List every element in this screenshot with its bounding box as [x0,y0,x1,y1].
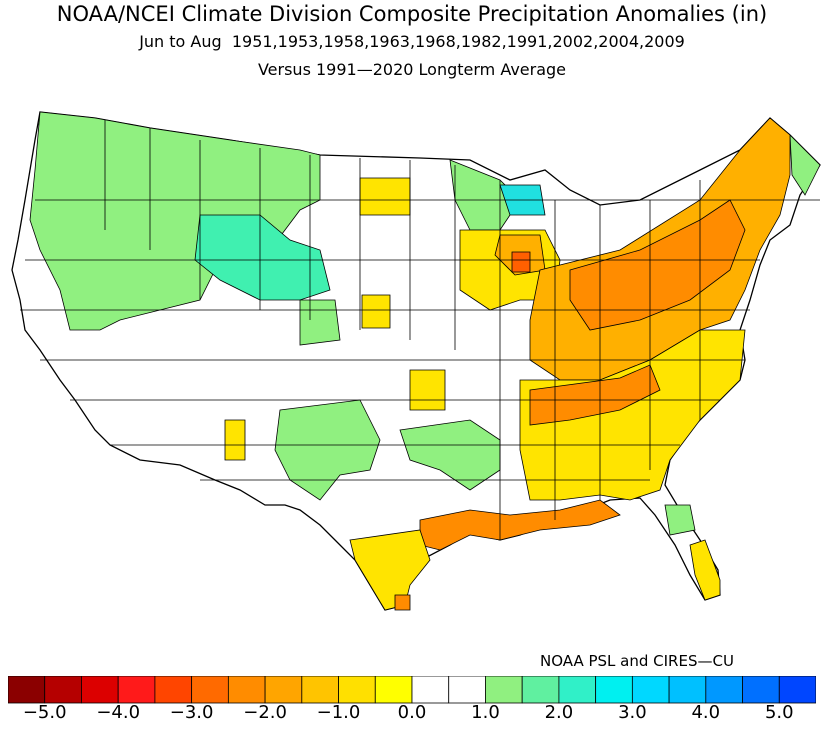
legend-tick-label: −1.0 [316,702,361,723]
color-legend-bar [8,676,816,704]
division-region-pnw-wet [29,111,321,331]
division-region-south-texas-tip [394,594,411,611]
legend-tick-label: −4.0 [96,702,141,723]
legend-tick-label: −3.0 [169,702,214,723]
division-region-south-texas-dry [349,529,431,611]
legend-swatch [778,676,816,704]
legend-swatch [631,676,670,704]
us-climate-division-map [11,111,821,611]
legend-swatch [154,676,193,704]
legend-swatch [117,676,156,704]
legend-tick-label: −2.0 [243,702,287,723]
legend-swatch [338,676,376,704]
credit-label: NOAA PSL and CIRES—CU [540,652,734,670]
legend-tick-label: 3.0 [618,702,647,723]
division-region-appalachian-dry [569,199,746,331]
division-region-gulf-coast-dry [419,499,621,551]
legend-swatch [668,676,707,704]
division-region-colorado-wet [299,299,341,346]
legend-swatch [558,676,597,704]
legend-swatch [448,676,486,704]
division-region-southwest-wet [274,399,381,501]
legend-swatch [44,676,82,704]
legend-swatch [521,676,560,704]
legend-swatch [485,676,523,704]
legend-tick-label: 4.0 [691,702,721,723]
legend-swatch [742,676,780,704]
division-region-montana-wyoming-wet [194,214,331,301]
division-region-florida-wet [664,504,696,536]
division-region-illinois-dry-core [511,251,531,273]
legend-swatch [191,676,229,704]
legend-tick-label: 1.0 [471,702,500,723]
legend-swatch [411,676,450,704]
map-subtitle-period: Jun to Aug 1951,1953,1958,1963,1968,1982… [139,32,685,51]
division-region-florida-dry [689,539,721,601]
legend-swatch [81,676,119,704]
legend-swatch [227,676,266,704]
legend-tick-label: 0.0 [397,702,427,723]
division-boundaries [20,120,820,540]
legend-swatch [705,676,743,704]
legend-tick-label: −5.0 [22,702,67,723]
legend-swatch [595,676,633,704]
legend-swatch [264,676,303,704]
legend-tick-label: 5.0 [764,702,794,723]
division-region-southeast-dry [519,329,746,501]
legend-swatch [374,676,413,704]
legend-swatch [8,676,46,704]
legend-tick-label: 2.0 [544,702,574,723]
legend-swatch [301,676,339,704]
division-region-new-england-wet [789,133,821,196]
map-subtitle-baseline: Versus 1991—2020 Longterm Average [257,60,567,79]
map-title: NOAA/NCEI Climate Division Composite Pre… [56,2,768,26]
legend-tick-labels: −5.0 −4.0 −3.0 −2.0 −1.0 0.0 1.0 2.0 3.0 4.0 5.0 [0,702,824,742]
